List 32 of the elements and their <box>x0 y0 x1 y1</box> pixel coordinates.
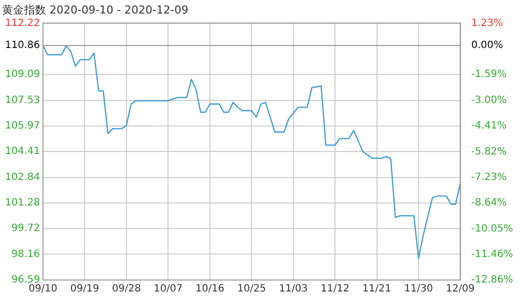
x-tick-label: 10/07 <box>154 284 183 295</box>
y2-tick-label: -3.00% <box>471 94 507 106</box>
chart-title: 黄金指数 2020-09-10 - 2020-12-09 <box>2 3 188 16</box>
x-tick-label: 10/25 <box>237 284 266 295</box>
y2-tick-label: -5.82% <box>471 146 507 158</box>
y2-tick-label: -11.46% <box>471 249 514 260</box>
x-tick-label: 11/30 <box>404 284 433 295</box>
y2-tick-label: 1.23% <box>471 18 504 29</box>
y-tick-label: 112.22 <box>4 18 40 29</box>
y-tick-label: 102.84 <box>4 172 40 183</box>
y-tick-label: 99.72 <box>11 223 40 234</box>
y-tick-label: 104.41 <box>4 146 40 158</box>
y-tick-label: 110.86 <box>4 40 40 52</box>
x-tick-label: 10/16 <box>195 284 224 295</box>
y2-tick-label: -4.41% <box>471 120 507 132</box>
x-tick-label: 11/03 <box>278 284 308 295</box>
x-tick-label: 11/12 <box>320 284 350 295</box>
x-tick-label: 11/21 <box>362 284 392 295</box>
y-tick-label: 101.28 <box>4 198 40 209</box>
y-tick-label: 98.16 <box>11 248 40 260</box>
y2-tick-label: -10.05% <box>471 223 514 234</box>
x-tick-label: 09/10 <box>28 284 58 295</box>
y2-tick-label: -8.64% <box>471 198 507 209</box>
y-tick-label: 107.53 <box>4 94 40 106</box>
y-tick-label: 105.97 <box>4 120 40 132</box>
y2-tick-label: -1.59% <box>471 69 507 80</box>
x-tick-label: 12/09 <box>446 284 475 295</box>
y2-tick-label: 0.00% <box>471 40 504 52</box>
x-tick-label: 09/28 <box>112 284 141 295</box>
y2-tick-label: -7.23% <box>471 172 507 183</box>
y-tick-label: 109.09 <box>4 69 40 80</box>
x-tick-label: 09/19 <box>70 284 100 295</box>
